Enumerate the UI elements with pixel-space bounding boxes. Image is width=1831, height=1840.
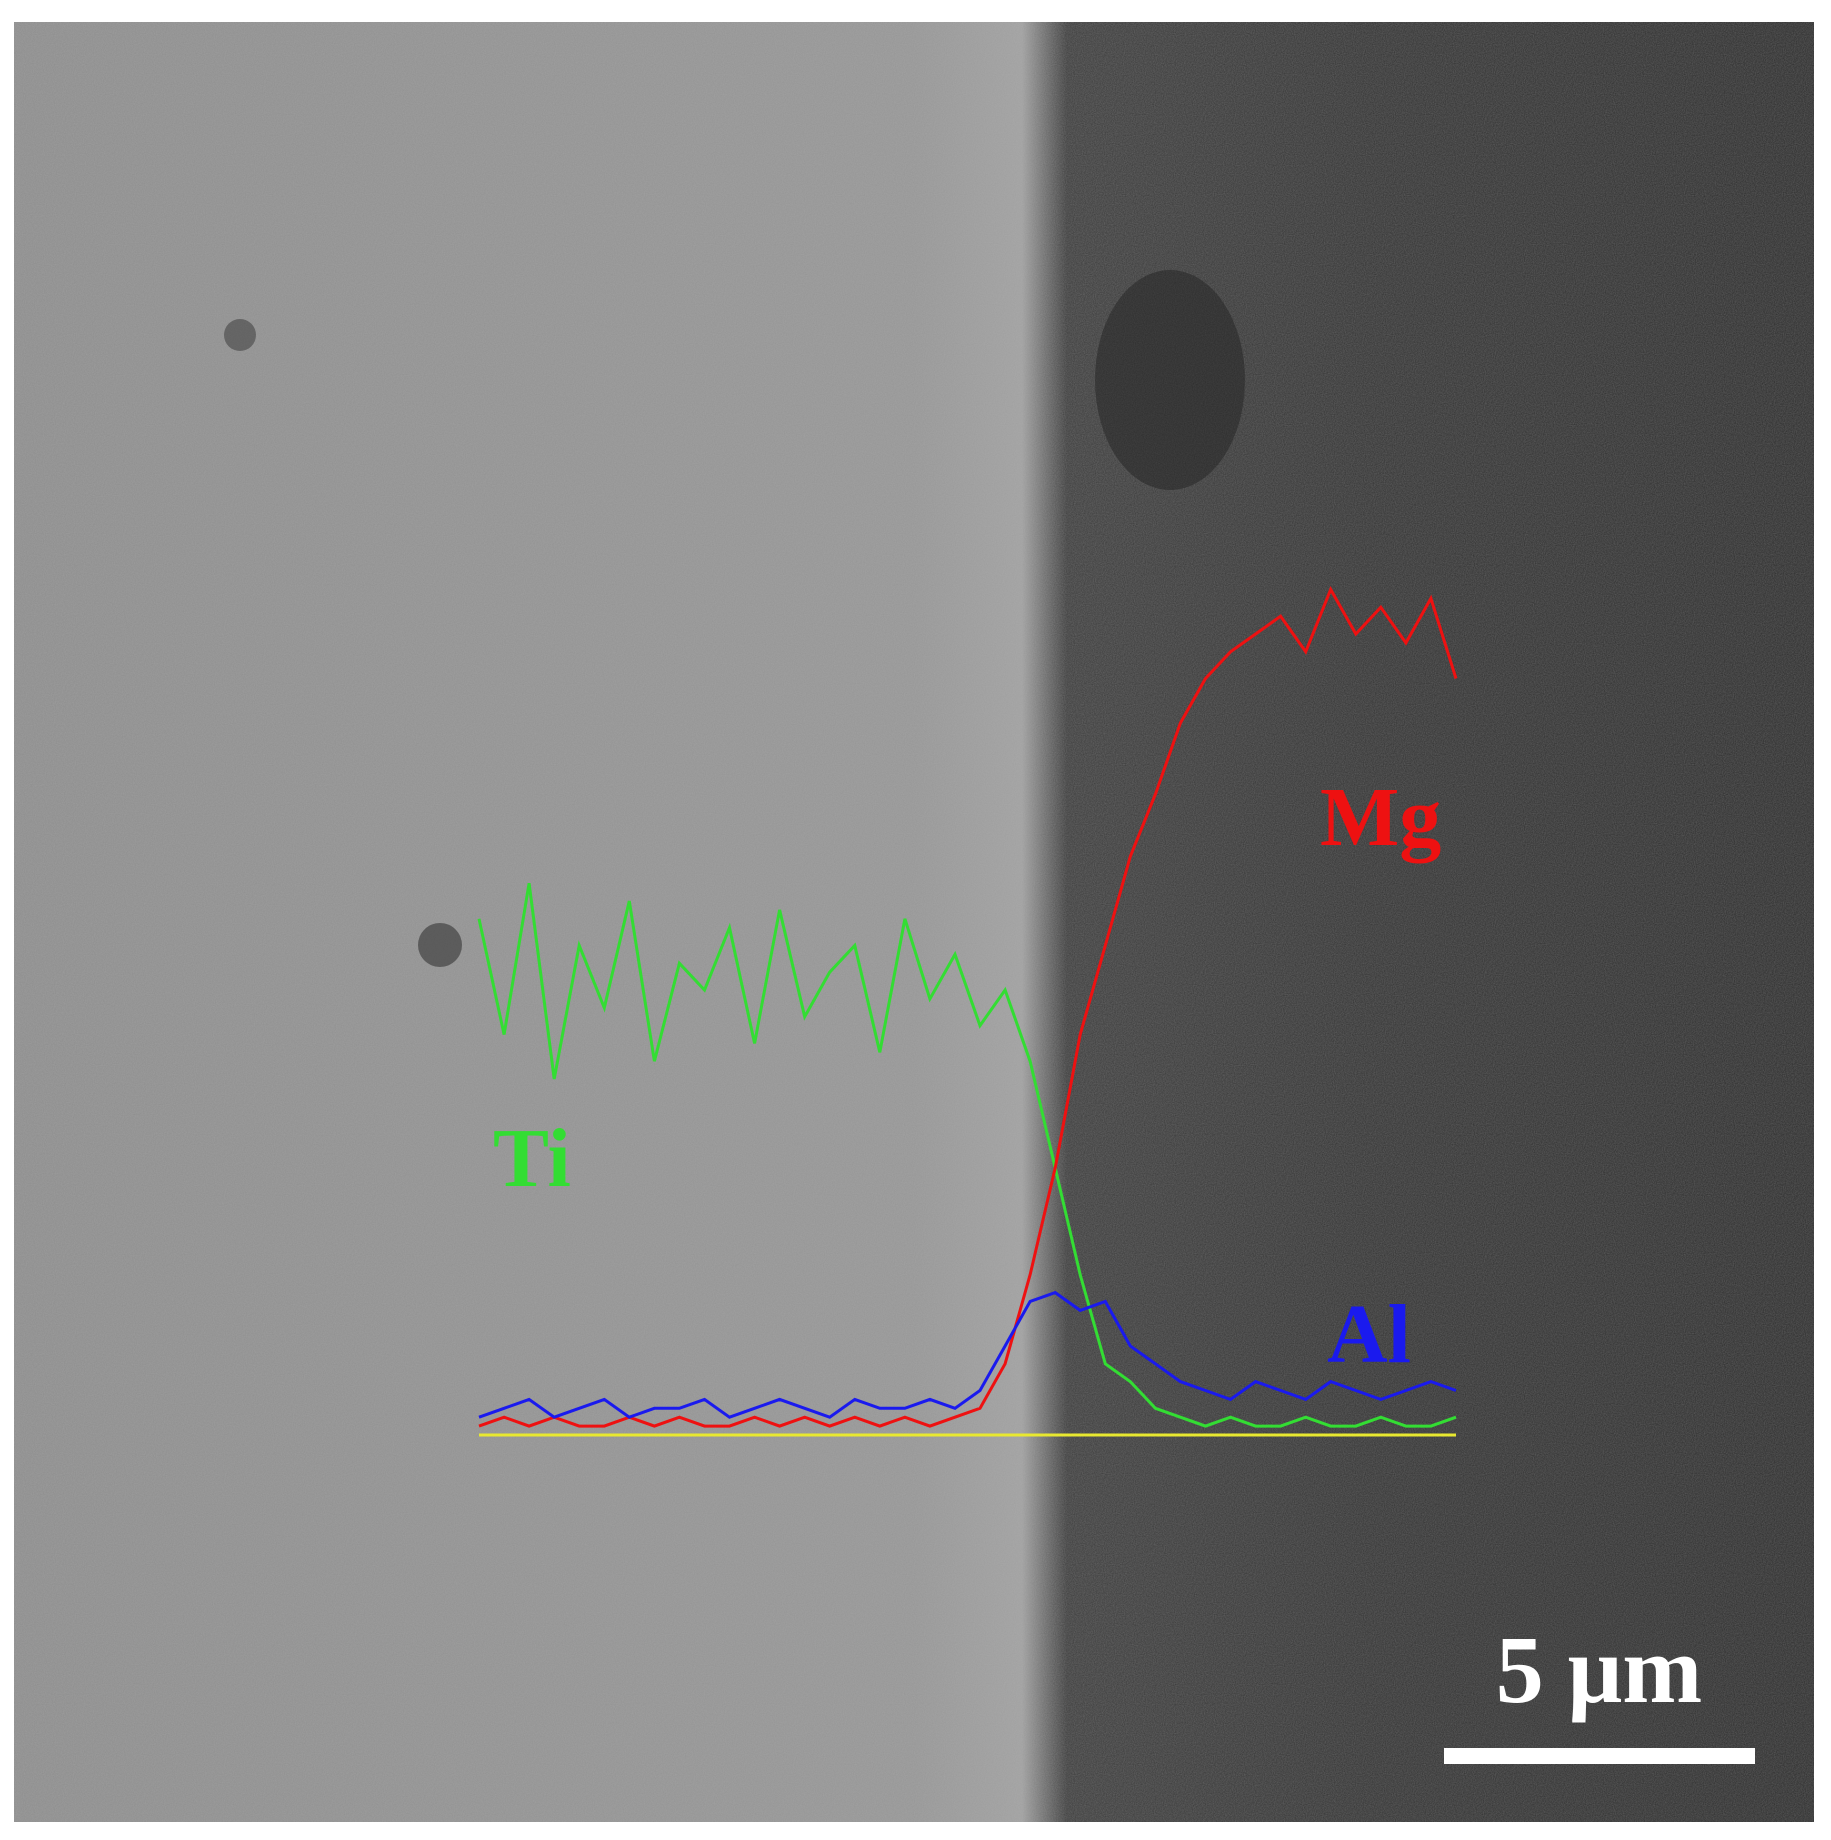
line-profile <box>478 586 1458 1428</box>
dark-spot <box>224 319 256 351</box>
scale-bar <box>1444 1748 1755 1764</box>
element-label: Mg <box>1320 771 1441 864</box>
line-profile <box>477 882 1457 1428</box>
labels: Ti Mg Al <box>493 771 1441 1381</box>
element-label: Al <box>1327 1288 1411 1381</box>
dark-feature <box>1095 270 1245 490</box>
line-profiles <box>477 586 1458 1428</box>
line-profile <box>478 1290 1457 1419</box>
element-label: Ti <box>493 1112 571 1205</box>
sem-noise <box>14 22 1814 1822</box>
dark-spot <box>418 923 462 967</box>
scale-bar-label: 5 μm <box>1496 1616 1702 1723</box>
